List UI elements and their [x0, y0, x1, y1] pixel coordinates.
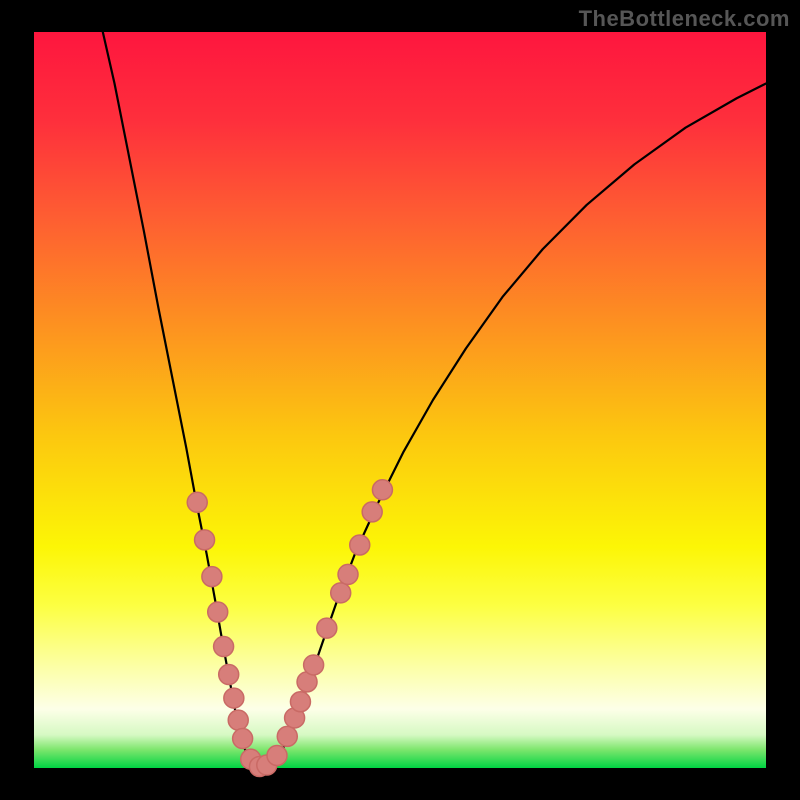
canvas-root: TheBottleneck.com — [0, 0, 800, 800]
marker-dot — [304, 655, 324, 675]
marker-dot — [331, 583, 351, 603]
marker-dot — [187, 492, 207, 512]
marker-dot — [219, 665, 239, 685]
marker-dot — [267, 745, 287, 765]
marker-dot — [338, 564, 358, 584]
marker-dot — [214, 637, 234, 657]
marker-dot — [290, 692, 310, 712]
plot-background — [34, 32, 766, 768]
marker-dot — [202, 567, 222, 587]
marker-dot — [233, 729, 253, 749]
marker-dot — [362, 502, 382, 522]
marker-dot — [208, 602, 228, 622]
marker-dot — [277, 726, 297, 746]
marker-dot — [372, 480, 392, 500]
marker-dot — [317, 618, 337, 638]
chart-svg — [0, 0, 800, 800]
marker-dot — [228, 710, 248, 730]
marker-dot — [224, 688, 244, 708]
marker-dot — [195, 530, 215, 550]
marker-dot — [350, 535, 370, 555]
